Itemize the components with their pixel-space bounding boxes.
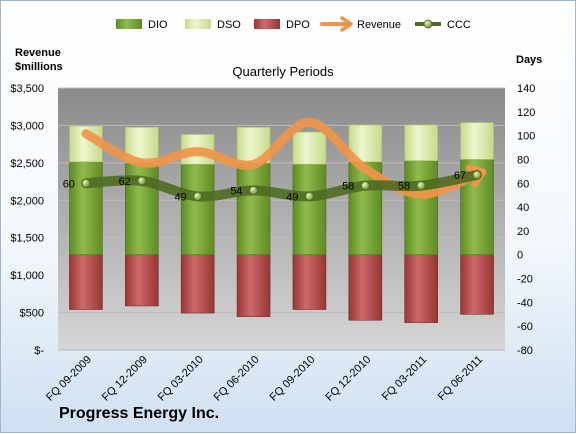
y-tick-right-label: -40 (517, 297, 533, 309)
x-tick-label: FQ 12-2009 (100, 354, 150, 404)
bar-dio (180, 163, 215, 256)
ccc-point (81, 178, 91, 188)
bar-dio (69, 161, 103, 256)
legend-swatch-dio (116, 19, 142, 29)
bar-dpo (348, 254, 383, 321)
bar-dpo (180, 254, 215, 314)
legend-label-dpo: DPO (286, 19, 310, 31)
legend: DIO DSO DPO Revenue CCC (116, 16, 471, 32)
ccc-point (472, 170, 482, 180)
y-tick-right-label: 80 (517, 154, 529, 166)
legend-label-ccc: CCC (447, 19, 471, 31)
bar-dpo (404, 254, 438, 323)
legend-label-dso: DSO (217, 19, 241, 31)
y-tick-left-label: $2,500 (10, 158, 44, 170)
chart-title: Quarterly Periods (232, 64, 334, 79)
y-tick-left-label: $3,000 (10, 120, 44, 132)
ccc-point (249, 186, 258, 195)
legend-label-revenue: Revenue (357, 19, 401, 31)
ccc-point (193, 191, 203, 201)
y-tick-right-label: 40 (517, 202, 529, 214)
ccc-line (80, 169, 483, 202)
bar-dso (292, 131, 327, 165)
y-axis-left-label-line2: $millions (15, 61, 63, 73)
y-tick-right-label: -80 (517, 345, 533, 357)
y-tick-right-label: 0 (517, 250, 523, 262)
ccc-point (305, 191, 314, 201)
ccc-data-label: 58 (398, 181, 410, 193)
x-tick-label: FQ 03-2011 (380, 354, 429, 403)
y-tick-right-label: 140 (517, 83, 535, 95)
y-axis-right-ticks: -80 -60 -40 -20 0 20 40 60 80 100 120 140 (517, 83, 535, 357)
ccc-data-label: 62 (119, 176, 131, 188)
bar-dpo (236, 254, 271, 317)
x-tick-label: FQ 09-2009 (44, 354, 94, 404)
y-axis-left-label-line1: Revenue (15, 47, 61, 59)
ccc-point (360, 181, 370, 191)
y-tick-left-label: $500 (20, 308, 44, 320)
bar-dio (348, 161, 383, 256)
y-tick-left-label: $1,000 (10, 270, 44, 282)
y-tick-right-label: 100 (517, 131, 535, 143)
legend-swatch-dpo (254, 19, 280, 29)
y-tick-right-label: -60 (517, 321, 533, 333)
y-tick-left-label: $1,500 (10, 233, 44, 245)
bar-dpo (69, 254, 103, 310)
y-tick-right-label: -20 (517, 274, 533, 286)
company-name: Progress Energy Inc. (59, 405, 220, 422)
x-tick-label: FQ 06-2010 (212, 354, 262, 404)
ccc-point (137, 176, 147, 186)
revenue-line (81, 117, 482, 199)
x-axis-labels: FQ 09-2009 FQ 12-2009 FQ 03-2010 FQ 06-2010… (44, 354, 485, 404)
ccc-data-label: 49 (174, 191, 186, 203)
ccc-data-label: 60 (63, 178, 75, 190)
bar-dio (292, 163, 327, 256)
ccc-point (416, 181, 426, 191)
legend-swatch-dso (185, 19, 211, 29)
bar-dio (236, 162, 271, 256)
y-tick-left-label: $3,500 (10, 83, 44, 95)
legend-label-dio: DIO (148, 19, 168, 31)
ccc-series: 60 62 49 54 49 58 58 67 (63, 169, 483, 203)
bar-dso (404, 124, 438, 161)
y-tick-right-label: 120 (517, 107, 535, 119)
x-tick-label: FQ 12-2010 (323, 354, 373, 404)
y-axis-left-ticks: $- $500 $1,000 $1,500 $2,000 $2,500 $3,000 $3,5… (10, 83, 44, 357)
x-tick-label: FQ 09-2010 (268, 354, 318, 404)
y-tick-left-label: $2,000 (10, 195, 44, 207)
legend-marker-ccc (423, 19, 433, 29)
legend-arrow-revenue (340, 16, 353, 32)
bar-dpo (460, 254, 494, 315)
bar-dpo (292, 254, 327, 310)
x-tick-label: FQ 03-2010 (156, 354, 206, 404)
ccc-data-label: 58 (342, 181, 354, 193)
bars (69, 122, 494, 323)
y-tick-right-label: 60 (517, 178, 529, 190)
bar-dso (348, 124, 383, 163)
bar-dpo (125, 254, 159, 307)
ccc-data-label: 49 (286, 191, 298, 203)
bar-dio (404, 160, 438, 256)
y-tick-right-label: 20 (517, 226, 529, 238)
bar-dso (460, 122, 494, 160)
x-tick-label: FQ 06-2011 (436, 354, 485, 403)
ccc-data-label: 54 (230, 185, 242, 197)
y-tick-left-label: $- (34, 345, 44, 357)
y-axis-right-label: Days (516, 54, 542, 66)
ccc-data-label: 67 (454, 170, 466, 182)
